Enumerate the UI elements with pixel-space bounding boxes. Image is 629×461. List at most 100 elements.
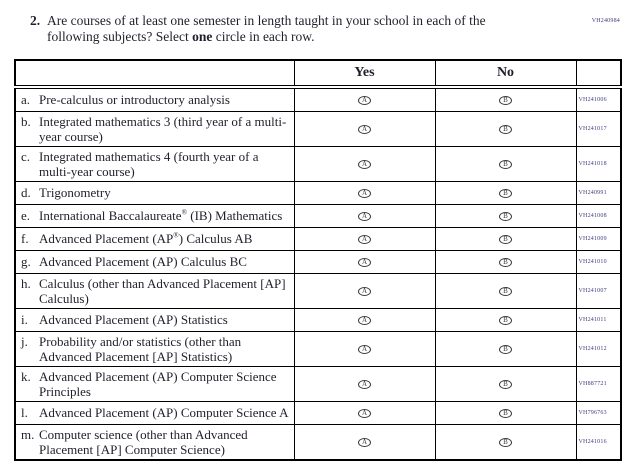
row-letter: h. <box>21 275 31 291</box>
question-block: 2. Are courses of at least one semester … <box>30 13 629 45</box>
row-letter: g. <box>21 254 31 270</box>
no-bubble-letter: B <box>503 234 508 243</box>
yes-response-bubble[interactable]: A <box>358 159 371 169</box>
row-label: International Baccalaureate® (IB) Mathem… <box>39 208 283 224</box>
row-letter: d. <box>21 185 31 201</box>
yes-response-bubble[interactable]: A <box>358 234 371 244</box>
row-label: Advanced Placement (AP) Computer Science… <box>39 405 289 421</box>
no-bubble-letter: B <box>503 379 508 388</box>
no-bubble-letter: B <box>503 437 508 446</box>
no-response-bubble[interactable]: B <box>499 234 512 244</box>
yes-bubble-letter: A <box>361 211 368 220</box>
table-row: i. Advanced Placement (AP) Statistics A … <box>14 307 622 332</box>
row-label: Advanced Placement (AP) Calculus BC <box>39 254 247 270</box>
yes-response-bubble[interactable]: A <box>358 315 371 325</box>
no-bubble-letter: B <box>503 257 508 266</box>
no-response-bubble[interactable]: B <box>499 344 512 354</box>
yes-bubble-letter: A <box>361 124 368 133</box>
yes-response-bubble[interactable]: A <box>358 408 371 418</box>
row-code: VH241009 <box>575 226 622 251</box>
question-text-suffix: circle in each row. <box>212 28 315 44</box>
no-bubble-letter: B <box>503 95 508 104</box>
question-number: 2. <box>30 13 41 28</box>
no-column-header: No <box>434 59 577 89</box>
subjects-table-body: a. Pre-calculus or introductory analysis… <box>14 86 622 461</box>
table-row: g. Advanced Placement (AP) Calculus BC A… <box>14 249 622 274</box>
yes-response-bubble[interactable]: A <box>358 379 371 389</box>
table-row: m. Computer science (other than Advanced… <box>14 423 622 461</box>
row-letter: m. <box>21 426 35 442</box>
no-response-bubble[interactable]: B <box>499 211 512 221</box>
yes-bubble-letter: A <box>361 408 368 417</box>
table-row: k. Advanced Placement (AP) Computer Scie… <box>14 365 622 402</box>
yes-column-header: Yes <box>293 59 436 89</box>
no-response-bubble[interactable]: B <box>499 286 512 296</box>
no-response-bubble[interactable]: B <box>499 159 512 169</box>
no-bubble-letter: B <box>503 315 508 324</box>
yes-bubble-letter: A <box>361 234 368 243</box>
row-label: Computer science (other than Advanced Pl… <box>39 426 248 457</box>
row-letter: a. <box>21 92 31 108</box>
row-label: Integrated mathematics 4 (fourth year of… <box>39 148 259 179</box>
no-bubble-letter: B <box>503 188 508 197</box>
no-response-bubble[interactable]: B <box>499 95 512 105</box>
row-code: VH241008 <box>575 203 622 228</box>
yes-response-bubble[interactable]: A <box>358 437 371 447</box>
no-bubble-letter: B <box>503 344 508 353</box>
yes-bubble-letter: A <box>361 159 368 168</box>
table-header-row: Yes No <box>14 59 622 89</box>
row-label: Trigonometry <box>39 185 111 201</box>
yes-response-bubble[interactable]: A <box>358 257 371 267</box>
yes-response-bubble[interactable]: A <box>358 344 371 354</box>
row-label: Calculus (other than Advanced Placement … <box>39 275 286 306</box>
no-response-bubble[interactable]: B <box>499 124 512 134</box>
no-response-bubble[interactable]: B <box>499 437 512 447</box>
table-row: a. Pre-calculus or introductory analysis… <box>14 86 622 112</box>
no-bubble-letter: B <box>503 124 508 133</box>
page-form-code: VH240984 <box>591 18 620 24</box>
yes-bubble-letter: A <box>361 315 368 324</box>
row-letter: k. <box>21 368 31 384</box>
no-response-bubble[interactable]: B <box>499 188 512 198</box>
table-row: d. Trigonometry A B VH240991 <box>14 180 622 205</box>
no-response-bubble[interactable]: B <box>499 315 512 325</box>
row-code: VH796763 <box>575 400 622 425</box>
no-response-bubble[interactable]: B <box>499 379 512 389</box>
yes-response-bubble[interactable]: A <box>358 95 371 105</box>
row-code: VH241006 <box>575 86 622 112</box>
row-label: Probability and/or statistics (other tha… <box>39 333 242 364</box>
row-label: Advanced Placement (AP) Computer Science… <box>39 368 277 399</box>
yes-response-bubble[interactable]: A <box>358 286 371 296</box>
row-letter: i. <box>21 312 28 328</box>
table-row: e. International Baccalaureate® (IB) Mat… <box>14 203 622 228</box>
row-letter: l. <box>21 405 28 421</box>
row-code: VH241011 <box>575 307 622 332</box>
row-letter: f. <box>21 231 29 247</box>
row-label: Integrated mathematics 3 (third year of … <box>39 113 287 144</box>
yes-bubble-letter: A <box>361 188 368 197</box>
yes-bubble-letter: A <box>361 344 368 353</box>
no-response-bubble[interactable]: B <box>499 257 512 267</box>
table-row: l. Advanced Placement (AP) Computer Scie… <box>14 400 622 425</box>
yes-response-bubble[interactable]: A <box>358 124 371 134</box>
yes-response-bubble[interactable]: A <box>358 188 371 198</box>
row-letter: e. <box>21 208 31 224</box>
row-code: VH241007 <box>575 272 622 309</box>
table-row: c. Integrated mathematics 4 (fourth year… <box>14 145 622 182</box>
subject-column-header <box>14 59 295 89</box>
row-code: VH887721 <box>575 365 622 402</box>
yes-bubble-letter: A <box>361 95 368 104</box>
yes-bubble-letter: A <box>361 379 368 388</box>
row-letter: j. <box>21 333 28 349</box>
table-row: j. Probability and/or statistics (other … <box>14 330 622 367</box>
row-code: VH241012 <box>575 330 622 367</box>
row-code: VH241010 <box>575 249 622 274</box>
yes-response-bubble[interactable]: A <box>358 211 371 221</box>
question-text: Are courses of at least one semester in … <box>47 13 541 45</box>
no-response-bubble[interactable]: B <box>499 408 512 418</box>
row-code: VH241018 <box>575 145 622 182</box>
table-row: b. Integrated mathematics 3 (third year … <box>14 110 622 147</box>
yes-bubble-letter: A <box>361 257 368 266</box>
yes-bubble-letter: A <box>361 437 368 446</box>
yes-bubble-letter: A <box>361 286 368 295</box>
